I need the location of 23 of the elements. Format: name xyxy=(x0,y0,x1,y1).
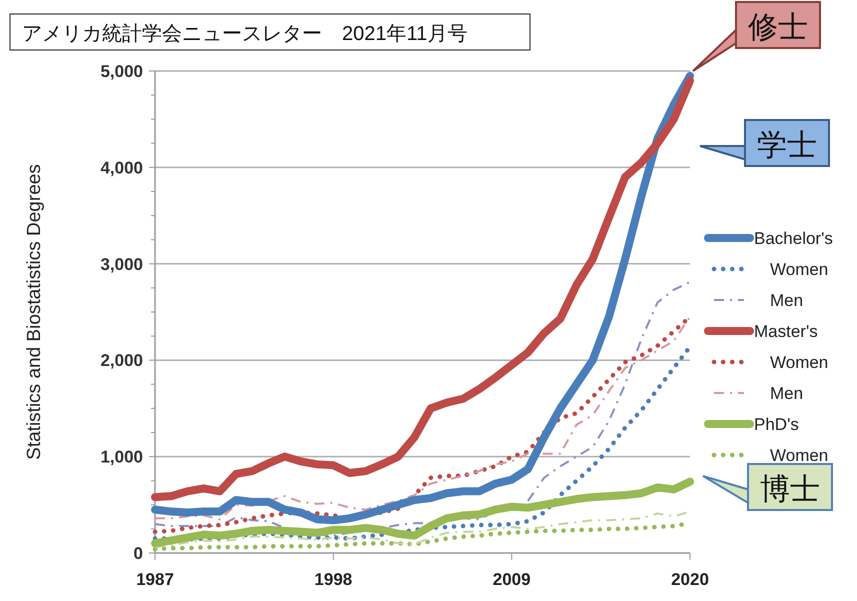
legend-label: Women xyxy=(770,446,828,465)
legend-label: Master's xyxy=(754,322,818,341)
x-tick-label: 2020 xyxy=(671,570,709,589)
legend-label: Men xyxy=(770,291,804,310)
y-tick-label: 0 xyxy=(134,544,143,563)
y-tick-label: 3,000 xyxy=(100,254,143,274)
x-tick-label: 1998 xyxy=(314,570,352,589)
x-tick-label: 1987 xyxy=(136,570,174,589)
y-tick-label: 5,000 xyxy=(100,62,143,81)
legend-label: Women xyxy=(770,353,828,372)
legend-label: PhD's xyxy=(754,415,799,434)
legend-label: Men xyxy=(770,384,804,403)
x-tick-label: 2009 xyxy=(492,570,531,589)
text: 博士 xyxy=(760,473,820,506)
y-tick-label: 2,000 xyxy=(100,351,143,370)
y-tick-label: 1,000 xyxy=(100,448,143,467)
text: 学士 xyxy=(757,129,817,162)
y-tick-label: 4,000 xyxy=(100,158,143,178)
legend-label: Bachelor's xyxy=(754,229,833,248)
text: 修士 xyxy=(748,11,808,44)
y-axis-title: Statistics and Biostatistics Degrees xyxy=(24,164,45,460)
text: アメリカ統計学会ニュースレター 2021年11月号 xyxy=(22,23,468,45)
legend-label: Women xyxy=(770,260,828,279)
